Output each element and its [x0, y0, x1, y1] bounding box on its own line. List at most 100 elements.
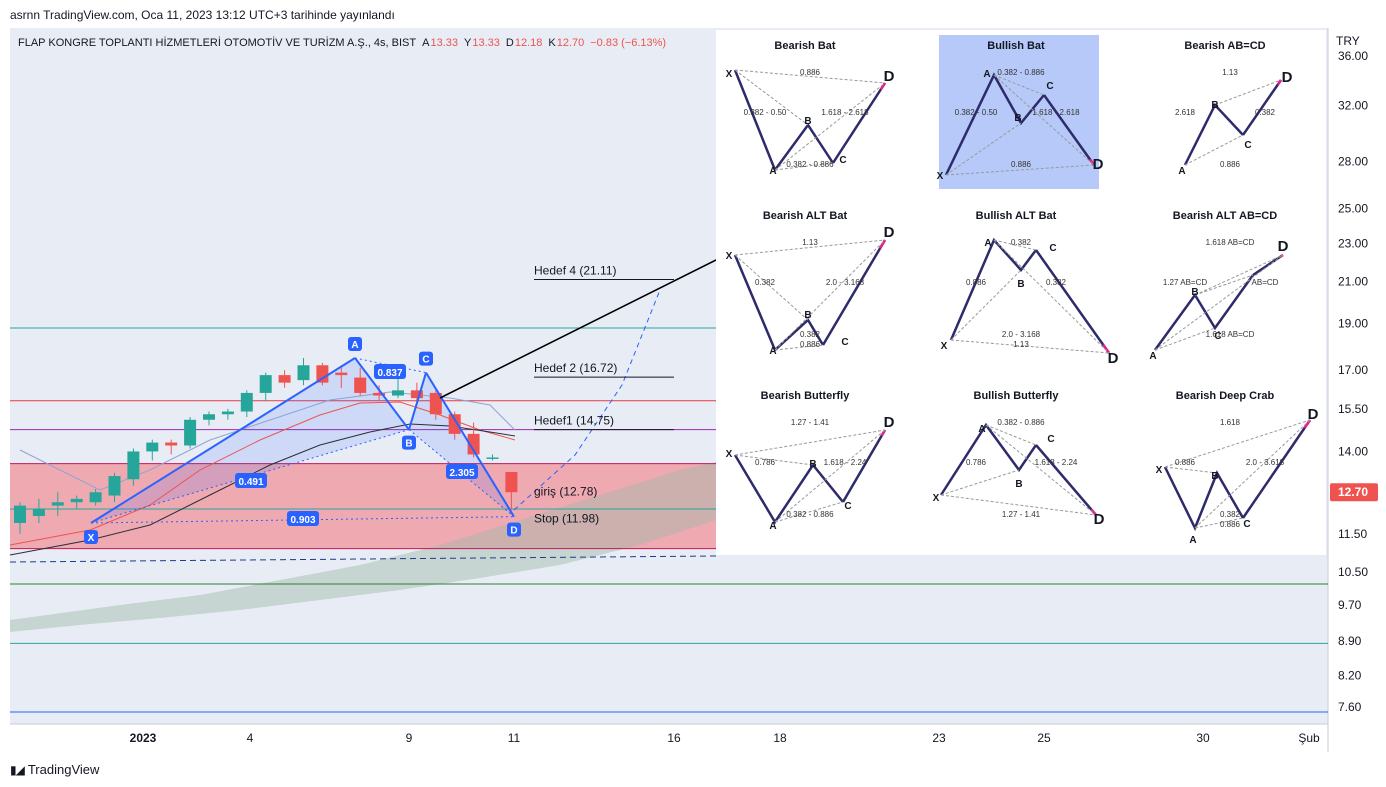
pattern-card-ratio: 0.886 — [966, 278, 987, 287]
ratio-label: 0.837 — [377, 368, 402, 379]
pattern-card-point: D — [1278, 238, 1289, 255]
pattern-card-ratio: 1.618 AB=CD — [1206, 238, 1255, 247]
stop-label: Stop (11.98) — [534, 512, 599, 526]
pattern-card-point: A — [769, 521, 776, 532]
pattern-card-point: D — [884, 68, 895, 85]
symbol-value: A — [422, 37, 430, 49]
pattern-card-point: D — [1282, 69, 1293, 86]
pattern-card-ratio: 0.382 - 0.886 — [997, 418, 1045, 427]
price-tick: 21.00 — [1338, 275, 1368, 289]
symbol-value: −0.83 (−6.13%) — [590, 37, 666, 49]
pattern-card-ratio: 1.13 — [1013, 340, 1029, 349]
pattern-card-ratio: 0.382 - 0.886 — [997, 68, 1045, 77]
price-tick: 15.50 — [1338, 402, 1368, 416]
pattern-card-point: X — [1156, 465, 1163, 476]
pattern-card-title: Bearish AB=CD — [1184, 40, 1265, 52]
time-tick: 16 — [667, 731, 681, 745]
candle-body[interactable] — [354, 378, 366, 393]
ratio-label: 0.903 — [290, 515, 315, 526]
symbol-value: 12.70 — [557, 37, 585, 49]
pattern-card-point: A — [1189, 535, 1196, 546]
pattern-card-point: B — [804, 310, 811, 321]
pattern-card-ratio: AB=CD — [1252, 278, 1279, 287]
pattern-card-point: D — [1094, 511, 1105, 528]
pattern-card-point: B — [1015, 479, 1022, 490]
price-tick: 28.00 — [1338, 154, 1368, 168]
pattern-card-point: C — [1047, 434, 1054, 445]
pattern-card-ratio: 1.618 - 2.618 — [821, 108, 869, 117]
candle-body[interactable] — [90, 492, 102, 502]
pattern-card-ratio: 2.0 - 3.168 — [826, 278, 865, 287]
time-tick: 30 — [1196, 731, 1210, 745]
pattern-card-title: Bearish Bat — [774, 40, 835, 52]
candle-body[interactable] — [52, 502, 64, 505]
price-tick: 32.00 — [1338, 98, 1368, 112]
time-tick: 23 — [932, 731, 946, 745]
symbol-value: D — [506, 37, 514, 49]
pattern-card-point: B — [809, 459, 816, 470]
candle-body[interactable] — [260, 375, 272, 393]
candle-body[interactable] — [487, 457, 499, 459]
time-tick: 2023 — [130, 731, 157, 745]
pattern-card-point: B — [1211, 471, 1218, 482]
tradingview-brand[interactable]: ▮◢ TradingView — [10, 762, 99, 777]
candle-body[interactable] — [392, 390, 404, 395]
candle-body[interactable] — [14, 506, 26, 523]
brand-name: TradingView — [28, 762, 100, 777]
candle-body[interactable] — [279, 375, 291, 383]
price-tick: 23.00 — [1338, 237, 1368, 251]
pattern-card-ratio: 0.382 — [755, 278, 776, 287]
pattern-card-ratio: 1.27 - 1.41 — [1002, 510, 1041, 519]
candle-body[interactable] — [298, 365, 310, 380]
symbol-name: FLAP KONGRE TOPLANTI HİZMETLERİ OTOMOTİV… — [18, 36, 416, 49]
price-tick: 8.20 — [1338, 668, 1362, 682]
candle-body[interactable] — [449, 414, 461, 434]
candle-body[interactable] — [33, 509, 45, 516]
pattern-card-point: X — [941, 341, 948, 352]
chart[interactable]: Hedef 4 (21.11) Hedef 2 (16.72) Hedef1 (14… — [0, 0, 1386, 760]
pattern-card-title: Bearish ALT Bat — [763, 210, 848, 222]
pattern-card-point: A — [983, 69, 990, 80]
pattern-card-title: Bullish Butterfly — [974, 390, 1060, 402]
pattern-card-ratio: 1.27 AB=CD — [1163, 278, 1207, 287]
ratio-label: 2.305 — [449, 468, 474, 479]
candle-body[interactable] — [505, 472, 517, 492]
candle-body[interactable] — [71, 499, 83, 502]
pattern-point-label: B — [405, 439, 412, 450]
price-tick: 19.00 — [1338, 317, 1368, 331]
candle-body[interactable] — [127, 451, 139, 479]
symbol-legend: FLAP KONGRE TOPLANTI HİZMETLERİ OTOMOTİV… — [18, 36, 666, 49]
price-tick: 7.60 — [1338, 700, 1362, 714]
symbol-value: K — [548, 37, 556, 49]
candle-body[interactable] — [146, 443, 158, 452]
pattern-card-ratio: 0.886 — [800, 68, 821, 77]
target-label: Hedef 2 (16.72) — [534, 361, 617, 375]
candle-body[interactable] — [109, 476, 121, 495]
price-tick: 8.90 — [1338, 634, 1362, 648]
candle-body[interactable] — [203, 414, 215, 420]
pattern-card-point: X — [933, 493, 940, 504]
pattern-card-title: Bullish ALT Bat — [976, 210, 1057, 222]
pattern-card-point: C — [1049, 243, 1056, 254]
pattern-card-ratio: 0.382 - 0.50 — [744, 108, 787, 117]
candle-body[interactable] — [335, 373, 347, 375]
tradingview-logo-icon: ▮◢ — [10, 763, 24, 777]
pattern-card-ratio: 0.382 — [800, 330, 821, 339]
pattern-card-ratio: 1.618 AB=CD — [1206, 330, 1255, 339]
pattern-card-ratio: 0.886 — [1175, 458, 1196, 467]
pattern-card-ratio: 0.886 — [1011, 160, 1032, 169]
pattern-card-ratio: 0.382 — [1220, 510, 1241, 519]
price-tick: 25.00 — [1338, 202, 1368, 216]
candle-body[interactable] — [222, 412, 234, 415]
target-label: Hedef 4 (21.11) — [534, 264, 617, 278]
candle-body[interactable] — [184, 420, 196, 446]
pattern-card-ratio: 2.0 - 3.168 — [1002, 330, 1041, 339]
pattern-card-ratio: 0.382 — [1046, 278, 1067, 287]
pattern-card-point: B — [1014, 113, 1021, 124]
candle-body[interactable] — [165, 443, 177, 446]
target-label: Hedef1 (14.75) — [534, 414, 614, 428]
pattern-point-label: D — [510, 526, 517, 537]
candle-body[interactable] — [241, 393, 253, 412]
pattern-card-ratio: 0.886 — [1220, 160, 1241, 169]
pattern-card-ratio: 0.382 - 0.50 — [955, 108, 998, 117]
